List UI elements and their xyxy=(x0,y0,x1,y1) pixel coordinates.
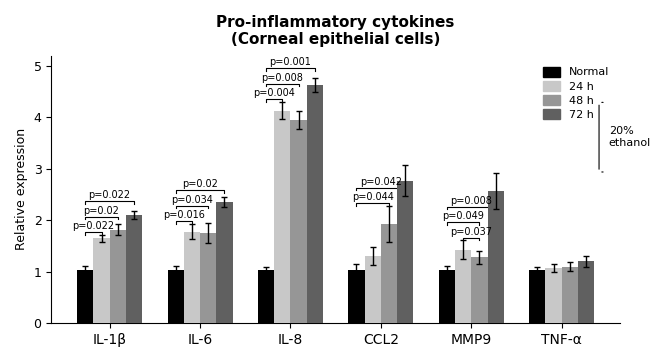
Y-axis label: Relative expression: Relative expression xyxy=(15,129,28,251)
Bar xyxy=(455,250,472,323)
Text: p=0.008: p=0.008 xyxy=(261,73,303,83)
Text: p=0.02: p=0.02 xyxy=(182,180,218,189)
Bar xyxy=(258,270,274,323)
Bar xyxy=(546,268,562,323)
Bar xyxy=(578,261,594,323)
Bar xyxy=(439,270,455,323)
Bar xyxy=(216,202,233,323)
Bar xyxy=(381,224,397,323)
Text: p=0.049: p=0.049 xyxy=(442,211,484,221)
Text: p=0.022: p=0.022 xyxy=(72,221,115,231)
Text: 20%
ethanol: 20% ethanol xyxy=(609,126,651,148)
Bar xyxy=(307,85,323,323)
Bar xyxy=(397,181,414,323)
Text: p=0.044: p=0.044 xyxy=(352,192,394,202)
Bar xyxy=(109,230,126,323)
Bar xyxy=(291,120,307,323)
Text: p=0.004: p=0.004 xyxy=(253,88,295,98)
Text: p=0.022: p=0.022 xyxy=(89,190,131,200)
Bar xyxy=(184,232,200,323)
Title: Pro-inflammatory cytokines
(Corneal epithelial cells): Pro-inflammatory cytokines (Corneal epit… xyxy=(217,15,455,47)
Bar xyxy=(93,238,109,323)
Bar xyxy=(167,270,184,323)
Bar xyxy=(365,256,381,323)
Text: p=0.008: p=0.008 xyxy=(450,196,492,206)
Text: p=0.037: p=0.037 xyxy=(450,227,492,237)
Bar xyxy=(126,215,142,323)
Bar xyxy=(529,270,546,323)
Bar xyxy=(274,111,291,323)
Bar xyxy=(348,270,365,323)
Text: p=0.034: p=0.034 xyxy=(171,195,213,205)
Text: p=0.016: p=0.016 xyxy=(163,210,205,220)
Bar xyxy=(472,257,488,323)
Legend: Normal, 24 h, 48 h, 72 h: Normal, 24 h, 48 h, 72 h xyxy=(538,61,614,125)
Text: p=0.042: p=0.042 xyxy=(360,177,402,187)
Text: p=0.02: p=0.02 xyxy=(83,206,119,216)
Bar xyxy=(562,267,578,323)
Bar xyxy=(200,233,216,323)
Text: p=0.001: p=0.001 xyxy=(269,57,311,67)
Bar xyxy=(77,270,93,323)
Bar xyxy=(488,191,504,323)
